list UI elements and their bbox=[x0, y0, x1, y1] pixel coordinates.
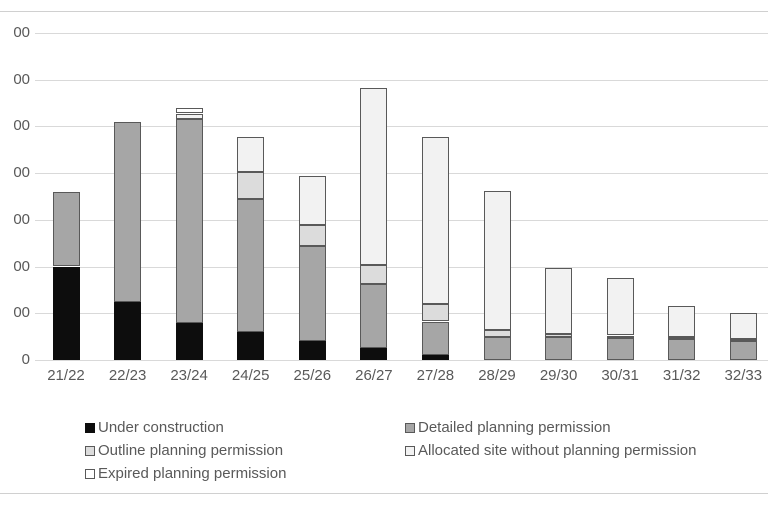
legend-item: Detailed planning permission bbox=[405, 420, 611, 436]
bar-segment bbox=[421, 355, 449, 360]
bar-segment bbox=[114, 301, 142, 360]
x-tick-label: 22/23 bbox=[108, 367, 147, 384]
bar-segment bbox=[606, 278, 634, 336]
legend-item: Expired planning permission bbox=[85, 466, 286, 482]
bar-segment bbox=[668, 339, 696, 360]
bar-segment bbox=[237, 136, 265, 172]
bar-segment bbox=[237, 172, 265, 199]
page-bottom-rule bbox=[0, 493, 768, 494]
bar-segment bbox=[175, 107, 203, 114]
legend-label: Outline planning permission bbox=[98, 442, 284, 459]
gridline bbox=[35, 266, 768, 268]
bar-segment bbox=[298, 341, 326, 360]
x-tick-label: 28/29 bbox=[478, 367, 516, 384]
y-tick-label: 00 bbox=[13, 257, 30, 275]
bar-segment bbox=[52, 266, 80, 360]
legend-swatch-icon bbox=[85, 423, 95, 433]
bar-segment bbox=[421, 136, 449, 304]
y-tick-label: 00 bbox=[13, 164, 30, 182]
bar-segment bbox=[668, 336, 696, 339]
y-tick-label: 00 bbox=[13, 210, 30, 228]
bar-segment bbox=[360, 87, 388, 266]
gridline bbox=[35, 313, 768, 315]
bar-segment bbox=[175, 119, 203, 323]
y-tick-label: 00 bbox=[13, 304, 30, 322]
bar-segment bbox=[237, 198, 265, 332]
x-tick-label: 24/25 bbox=[231, 367, 270, 384]
bar-segment bbox=[298, 175, 326, 225]
bar-segment bbox=[237, 332, 265, 360]
bar-segment bbox=[483, 336, 511, 360]
x-tick-label: 21/22 bbox=[47, 367, 85, 384]
bar-segment bbox=[298, 224, 326, 246]
bar-segment bbox=[545, 267, 573, 335]
y-tick-label: 00 bbox=[13, 117, 30, 135]
gridline bbox=[35, 126, 768, 128]
x-tick-label: 32/33 bbox=[724, 367, 763, 384]
x-tick-label: 27/28 bbox=[416, 367, 455, 384]
bar-segment bbox=[360, 284, 388, 349]
bar-segment bbox=[545, 336, 573, 360]
bar-segment bbox=[421, 303, 449, 322]
legend-label: Expired planning permission bbox=[98, 465, 287, 482]
legend-item: Outline planning permission bbox=[85, 443, 283, 459]
bar-segment bbox=[545, 334, 573, 337]
bar-segment bbox=[360, 348, 388, 360]
legend-label: Allocated site without planning permissi… bbox=[418, 442, 697, 459]
bar-segment bbox=[298, 245, 326, 342]
gridline bbox=[35, 33, 768, 34]
legend-label: Detailed planning permission bbox=[418, 419, 611, 436]
legend-swatch-icon bbox=[85, 469, 95, 479]
bar-segment bbox=[606, 337, 634, 360]
y-tick-label: 0 bbox=[21, 351, 30, 368]
legend-label: Under construction bbox=[98, 419, 224, 436]
x-tick-label: 25/26 bbox=[293, 367, 332, 384]
bar-segment bbox=[114, 121, 142, 302]
bar-segment bbox=[729, 339, 757, 342]
x-tick-label: 26/27 bbox=[355, 367, 393, 384]
gridline bbox=[35, 79, 768, 81]
gridline bbox=[35, 173, 768, 175]
bar-segment bbox=[606, 335, 634, 338]
x-tick-label: 23/24 bbox=[170, 367, 208, 384]
x-tick-label: 30/31 bbox=[601, 367, 639, 384]
bar-segment bbox=[729, 341, 757, 360]
legend-swatch-icon bbox=[405, 423, 415, 433]
bar-segment bbox=[175, 322, 203, 360]
legend-item: Under construction bbox=[85, 420, 224, 436]
page-top-rule bbox=[0, 11, 768, 12]
bar-segment bbox=[52, 191, 80, 267]
legend-swatch-icon bbox=[85, 446, 95, 456]
bar-segment bbox=[175, 113, 203, 120]
legend-swatch-icon bbox=[405, 446, 415, 456]
x-tick-label: 31/32 bbox=[662, 367, 701, 384]
legend-item: Allocated site without planning permissi… bbox=[405, 443, 697, 459]
x-tick-label: 29/30 bbox=[539, 367, 578, 384]
gridline bbox=[35, 219, 768, 221]
bar-segment bbox=[483, 190, 511, 330]
bar-segment bbox=[668, 306, 696, 337]
y-tick-label: 00 bbox=[13, 70, 30, 88]
bar-segment bbox=[483, 329, 511, 337]
bar-segment bbox=[729, 313, 757, 339]
gridline bbox=[35, 360, 768, 361]
bar-segment bbox=[421, 321, 449, 356]
y-tick-label: 00 bbox=[13, 24, 30, 41]
bar-segment bbox=[360, 265, 388, 285]
